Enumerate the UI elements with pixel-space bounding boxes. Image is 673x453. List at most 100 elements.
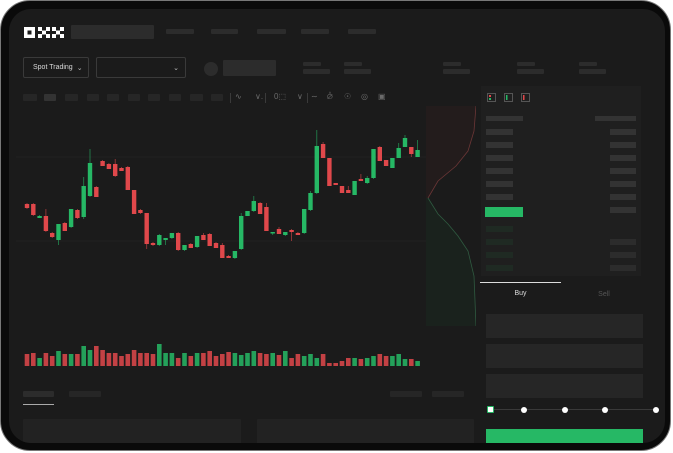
candle xyxy=(87,149,93,197)
volume-bar xyxy=(333,363,338,366)
nav-item[interactable] xyxy=(211,29,238,34)
candle xyxy=(327,158,332,186)
okx-logo[interactable] xyxy=(24,26,64,39)
volume-bar xyxy=(308,354,313,366)
chevron-down-icon: ⌄ xyxy=(76,64,83,72)
slider-handle[interactable] xyxy=(487,406,494,413)
candle xyxy=(43,209,49,232)
price-input[interactable] xyxy=(486,314,643,338)
nav-item[interactable] xyxy=(348,29,376,34)
total-input[interactable] xyxy=(486,374,643,398)
volume-bar xyxy=(314,358,320,366)
ruler-icon[interactable]: ⦲ xyxy=(327,92,333,101)
candle xyxy=(409,147,414,157)
depth-bids-area xyxy=(426,198,476,326)
ask-amount xyxy=(610,194,636,200)
volume-bar xyxy=(81,346,86,366)
trade-mode-dropdown[interactable]: Spot Trading ⌄ xyxy=(23,57,89,78)
candle xyxy=(245,211,250,216)
volume-bar xyxy=(188,356,194,366)
volume-bar xyxy=(112,353,118,366)
candle xyxy=(339,186,345,193)
candle xyxy=(232,251,238,259)
interval-button[interactable] xyxy=(23,94,37,101)
settings-icon[interactable]: ◎ xyxy=(361,92,368,101)
candle-body xyxy=(43,216,49,231)
last-price-highlight xyxy=(485,207,523,217)
interval-button-active[interactable] xyxy=(44,94,56,101)
slider-step-25[interactable] xyxy=(521,407,527,413)
slider-step-50[interactable] xyxy=(562,407,568,413)
tab-buy[interactable]: Buy xyxy=(514,290,527,297)
interval-button[interactable] xyxy=(128,94,140,101)
interval-button[interactable] xyxy=(87,94,99,101)
slider-step-75[interactable] xyxy=(602,407,608,413)
wave-icon[interactable]: ∼ xyxy=(311,92,318,101)
tab-sell[interactable]: Sell xyxy=(598,291,610,298)
candlestick-chart[interactable] xyxy=(16,106,426,336)
volume-bar xyxy=(75,354,80,366)
candle-body xyxy=(163,238,168,240)
tab-open-orders[interactable] xyxy=(23,391,54,397)
candle xyxy=(358,174,364,181)
fullscreen-icon[interactable]: ▣ xyxy=(378,92,386,101)
indicator-icon[interactable]: ∨. xyxy=(255,92,264,101)
candle xyxy=(213,242,219,248)
volume-bar xyxy=(295,354,301,366)
volume-bar xyxy=(364,358,370,366)
candle-body xyxy=(50,233,55,237)
candle-body xyxy=(358,179,364,181)
interval-button[interactable] xyxy=(190,94,203,101)
bid-price xyxy=(486,265,513,271)
nav-item[interactable] xyxy=(257,29,286,34)
volume-bar xyxy=(301,356,307,366)
search-bar[interactable] xyxy=(71,25,154,39)
tab-order-history[interactable] xyxy=(69,391,101,397)
book-bids-icon xyxy=(504,93,513,102)
candle xyxy=(169,233,175,239)
filter-button[interactable] xyxy=(390,391,422,397)
candle xyxy=(150,242,156,246)
candle-body xyxy=(239,216,244,249)
chevron-down-icon[interactable]: ∨ xyxy=(297,92,303,101)
candle-body xyxy=(213,243,219,248)
volume-bar xyxy=(150,354,156,366)
candle xyxy=(396,143,401,158)
bid-amount xyxy=(610,239,636,245)
amount-input[interactable] xyxy=(486,344,643,368)
candle-body xyxy=(371,149,376,178)
interval-button[interactable] xyxy=(107,94,119,101)
slider-track[interactable] xyxy=(491,409,659,410)
interval-button[interactable] xyxy=(148,94,160,101)
book-header-price xyxy=(486,116,523,121)
candle-body xyxy=(270,232,275,234)
volume-bar xyxy=(402,359,408,366)
candle xyxy=(207,233,212,246)
interval-button[interactable] xyxy=(65,94,78,101)
candle xyxy=(270,232,275,235)
candle xyxy=(352,181,357,195)
buy-button[interactable] xyxy=(486,429,643,443)
volume-bar xyxy=(251,351,257,366)
volume-bar xyxy=(138,353,143,366)
filter-button[interactable] xyxy=(432,391,464,397)
candle xyxy=(289,229,294,241)
volume-bar xyxy=(182,353,187,366)
volume-bar xyxy=(163,353,168,366)
order-book-view-toggle[interactable] xyxy=(487,93,531,103)
candle-body xyxy=(106,164,112,169)
volume-bar xyxy=(119,356,124,366)
candle-body xyxy=(352,181,357,195)
candle xyxy=(144,213,149,249)
line-icon[interactable]: ∿ xyxy=(235,92,242,101)
volume-bar xyxy=(270,353,275,366)
slider-step-100[interactable] xyxy=(653,407,659,413)
interval-button[interactable] xyxy=(211,94,223,101)
pair-select-dropdown[interactable]: ⌄ xyxy=(96,57,186,78)
nav-item[interactable] xyxy=(166,29,194,34)
crosshair-icon[interactable]: 0⬚ xyxy=(274,92,287,101)
nav-item[interactable] xyxy=(301,29,329,34)
volume-bar xyxy=(31,353,36,366)
camera-icon[interactable]: ☉ xyxy=(344,92,352,101)
interval-button[interactable] xyxy=(169,94,181,101)
